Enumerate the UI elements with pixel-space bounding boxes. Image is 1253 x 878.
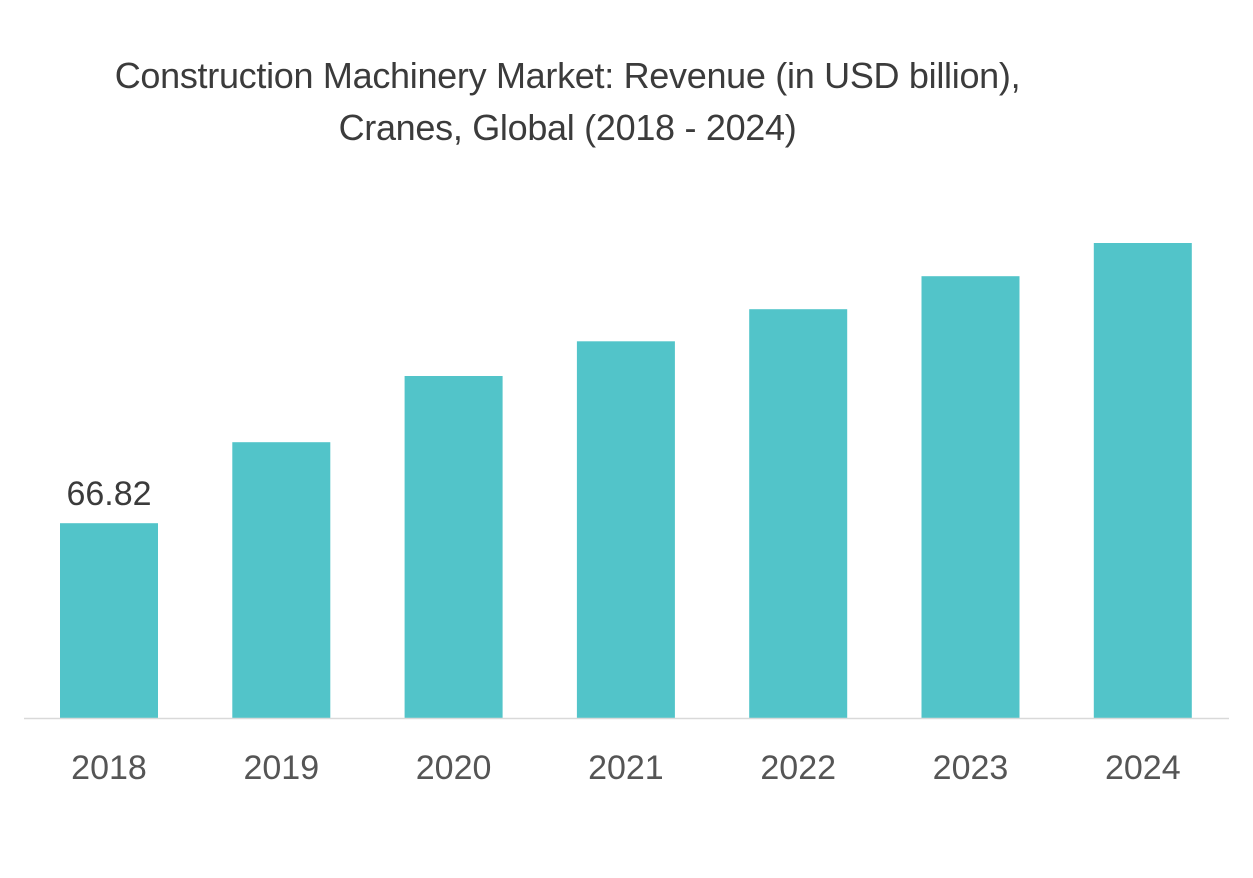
labels-layer: 66.82 xyxy=(66,475,151,513)
x-tick-label-2019: 2019 xyxy=(243,749,319,787)
bar-2018 xyxy=(60,523,158,718)
x-tick-label-2021: 2021 xyxy=(588,749,664,787)
data-label-2018: 66.82 xyxy=(66,475,151,513)
bar-2023 xyxy=(921,276,1020,718)
x-tick-labels: 2018 2019 2020 2021 2022 2023 2024 xyxy=(71,749,1180,787)
x-tick-label-2018: 2018 xyxy=(71,749,147,787)
bars-layer xyxy=(60,243,1192,718)
x-tick-label-2024: 2024 xyxy=(1105,749,1181,787)
x-tick-label-2020: 2020 xyxy=(416,749,492,787)
bar-2022 xyxy=(749,309,848,718)
bar-2019 xyxy=(232,442,331,718)
chart-title: Construction Machinery Market: Revenue (… xyxy=(114,55,1021,148)
x-tick-label-2022: 2022 xyxy=(760,749,836,787)
bar-2020 xyxy=(404,376,503,718)
bar-2021 xyxy=(576,341,675,718)
x-tick-label-2023: 2023 xyxy=(933,749,1009,787)
bar-2024 xyxy=(1093,243,1192,718)
